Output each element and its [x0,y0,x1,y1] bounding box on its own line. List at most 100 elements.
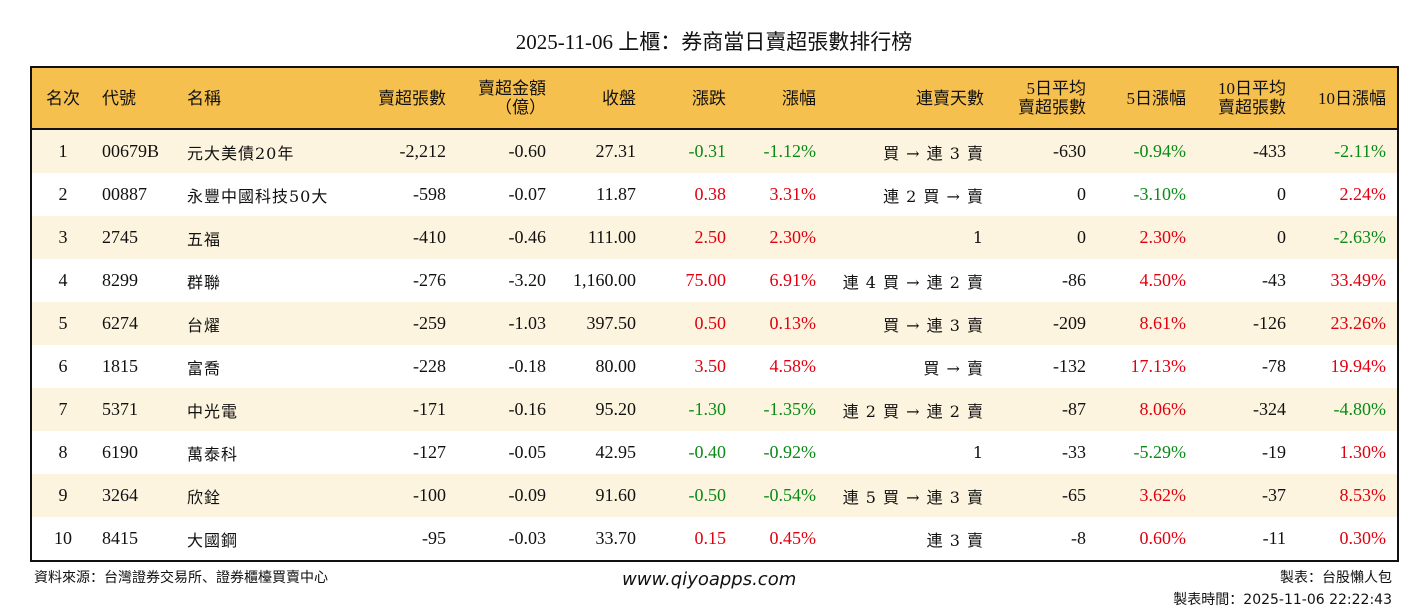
table-row[interactable]: 6 1815 富喬 -228 -0.18 80.00 3.50 4.58% 買 → 賣 -132 1… [32,345,1397,388]
cell-change-pct: 0.45% [769,528,817,548]
header-avg5-sell[interactable]: 5日平均 賣超張數 [1018,79,1086,117]
cell-close: 33.70 [595,528,637,548]
header-change[interactable]: 漲跌 [692,88,726,108]
made-time: 製表時間：2025-11-06 22:22:43 [1173,592,1392,608]
header-name[interactable]: 名稱 [187,88,221,108]
cell-change-pct: 4.58% [769,356,817,376]
cell-pct5: 4.50% [1139,270,1187,290]
header-change-pct[interactable]: 漲幅 [782,88,816,108]
cell-name: 永豐中國科技50大 [187,186,329,206]
table-row[interactable]: 10 8415 大國鋼 -95 -0.03 33.70 0.15 0.45% 連 3 賣 -8 0.… [32,517,1397,560]
cell-sell-volume: -410 [413,227,446,247]
cell-avg10-sell: -78 [1262,356,1286,376]
cell-pct5: 3.62% [1139,485,1187,505]
cell-sell-volume: -100 [413,485,446,505]
cell-streak: 買 → 賣 [923,358,984,378]
header-pct5[interactable]: 5日漲幅 [1126,88,1187,108]
cell-rank: 1 [58,141,68,161]
table-body: 1 00679B 元大美債20年 -2,212 -0.60 27.31 -0.31 -1.12… [32,130,1397,560]
cell-change: -0.31 [688,141,727,161]
cell-avg10-sell: -11 [1262,528,1286,548]
cell-rank: 4 [58,270,68,290]
cell-close: 42.95 [595,442,637,462]
cell-rank: 6 [58,356,68,376]
cell-pct10: 1.30% [1339,442,1387,462]
cell-code: 8415 [102,528,138,548]
cell-avg5-sell: -33 [1062,442,1086,462]
cell-change: 0.38 [694,184,727,204]
cell-name: 群聯 [187,272,222,292]
cell-avg10-sell: -43 [1262,270,1286,290]
cell-pct5: -5.29% [1133,442,1187,462]
cell-streak: 連 2 買 → 賣 [883,186,984,206]
table-row[interactable]: 5 6274 台燿 -259 -1.03 397.50 0.50 0.13% 買 → 連 3 賣… [32,302,1397,345]
table-row[interactable]: 8 6190 萬泰科 -127 -0.05 42.95 -0.40 -0.92% 1 -33 -5.… [32,431,1397,474]
header-streak[interactable]: 連賣天數 [916,88,984,108]
cell-sell-amount: -0.16 [508,399,547,419]
cell-sell-amount: -1.03 [508,313,547,333]
table-row[interactable]: 2 00887 永豐中國科技50大 -598 -0.07 11.87 0.38 3.31% 連 … [32,173,1397,216]
table-row[interactable]: 1 00679B 元大美債20年 -2,212 -0.60 27.31 -0.31 -1.12… [32,130,1397,173]
header-avg10-sell[interactable]: 10日平均 賣超張數 [1218,79,1286,117]
cell-streak: 連 4 買 → 連 2 賣 [842,272,984,292]
cell-name: 富喬 [187,358,222,378]
cell-sell-amount: -0.03 [508,528,547,548]
table-row[interactable]: 4 8299 群聯 -276 -3.20 1,160.00 75.00 6.91% 連 4 買 … [32,259,1397,302]
cell-change-pct: 2.30% [769,227,817,247]
data-source: 資料來源：台灣證券交易所、證券櫃檯買賣中心 [34,570,328,586]
cell-pct10: 19.94% [1330,356,1387,376]
cell-avg10-sell: -19 [1262,442,1286,462]
table-header: 名次 代號 名稱 賣超張數 賣超金額 （億） 收盤 漲跌 漲幅 連賣天數 5日平均 賣超張數 5日漲幅 1… [32,68,1397,130]
cell-change-pct: -0.92% [763,442,817,462]
cell-avg5-sell: 0 [1077,227,1086,247]
cell-streak: 連 2 買 → 連 2 賣 [842,401,984,421]
cell-rank: 9 [58,485,68,505]
cell-pct5: -0.94% [1133,141,1187,161]
cell-pct10: 2.24% [1339,184,1387,204]
header-rank[interactable]: 名次 [46,88,80,108]
cell-streak: 買 → 連 3 賣 [883,315,984,335]
cell-rank: 7 [58,399,68,419]
cell-change: 75.00 [685,270,727,290]
cell-streak: 1 [972,228,984,247]
cell-avg5-sell: -630 [1053,141,1086,161]
cell-close: 91.60 [595,485,637,505]
table-row[interactable]: 3 2745 五福 -410 -0.46 111.00 2.50 2.30% 1 0 2.30% 0 -… [32,216,1397,259]
cell-sell-amount: -0.18 [508,356,547,376]
cell-avg10-sell: -126 [1253,313,1286,333]
cell-avg10-sell: -324 [1253,399,1286,419]
maker-label: 製表：台股懶人包 [1280,570,1392,586]
cell-code: 00887 [102,184,147,204]
header-sell-amount[interactable]: 賣超金額 （億） [478,79,546,117]
cell-change: 2.50 [694,227,727,247]
header-code[interactable]: 代號 [102,88,136,108]
cell-streak: 1 [972,443,984,462]
cell-avg5-sell: -87 [1062,399,1086,419]
cell-rank: 10 [54,528,72,548]
cell-rank: 3 [58,227,68,247]
cell-sell-volume: -171 [413,399,446,419]
cell-streak: 連 5 買 → 連 3 賣 [842,487,984,507]
cell-sell-volume: -2,212 [399,141,447,161]
header-close[interactable]: 收盤 [602,88,636,108]
cell-avg10-sell: -37 [1262,485,1286,505]
cell-pct5: 2.30% [1139,227,1187,247]
header-sell-volume[interactable]: 賣超張數 [378,88,446,108]
cell-sell-amount: -3.20 [508,270,547,290]
cell-streak: 連 3 賣 [926,530,984,550]
cell-code: 8299 [102,270,138,290]
cell-code: 3264 [102,485,138,505]
cell-name: 中光電 [187,401,239,421]
cell-name: 五福 [187,229,222,249]
cell-change-pct: -0.54% [763,485,817,505]
website-link[interactable]: www.qiyoapps.com [622,569,797,590]
cell-sell-volume: -228 [413,356,446,376]
cell-sell-amount: -0.09 [508,485,547,505]
cell-avg5-sell: -132 [1053,356,1086,376]
cell-name: 元大美債20年 [187,143,295,163]
cell-avg5-sell: -209 [1053,313,1086,333]
table-row[interactable]: 9 3264 欣銓 -100 -0.09 91.60 -0.50 -0.54% 連 5 買 → … [32,474,1397,517]
cell-change-pct: -1.12% [763,141,817,161]
header-pct10[interactable]: 10日漲幅 [1318,88,1386,108]
table-row[interactable]: 7 5371 中光電 -171 -0.16 95.20 -1.30 -1.35% 連 2 買 →… [32,388,1397,431]
